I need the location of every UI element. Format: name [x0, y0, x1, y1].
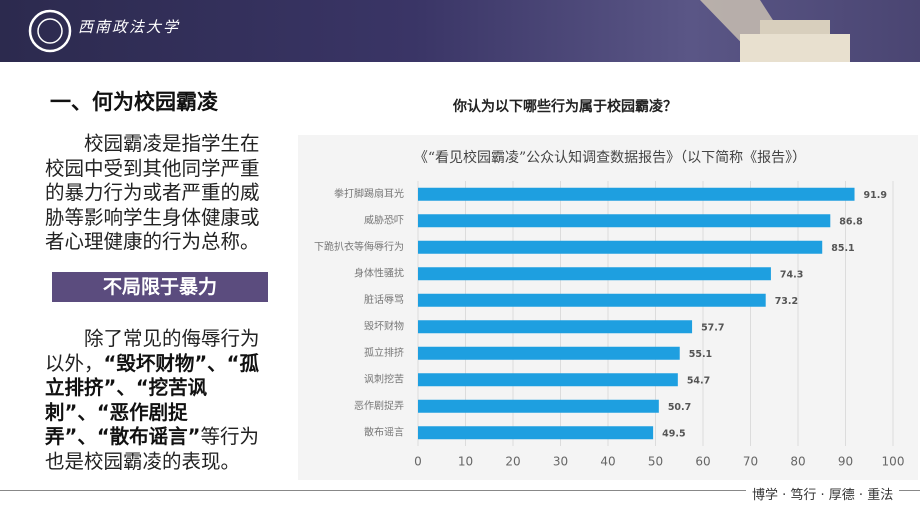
- section-title: 一、何为校园霸凌: [50, 90, 218, 114]
- bar: [418, 373, 678, 387]
- value-label: 49.5: [662, 428, 685, 439]
- bar: [418, 399, 659, 413]
- x-tick-label: 80: [790, 455, 805, 469]
- motto: 博学 · 笃行 · 厚德 · 重法: [746, 484, 900, 503]
- header-band: 西南政法大学: [0, 0, 920, 62]
- x-tick-label: 0: [414, 455, 422, 469]
- y-tick-label: 讽刺挖苦: [364, 372, 404, 385]
- bar: [418, 240, 823, 254]
- text: 除了常见的侮辱行为以外，: [45, 327, 260, 375]
- x-tick-label: 90: [838, 455, 853, 469]
- value-label: 85.1: [831, 243, 854, 254]
- bar: [418, 346, 680, 360]
- value-label: 55.1: [689, 349, 712, 360]
- x-tick-label: 10: [458, 455, 473, 469]
- x-tick-label: 60: [695, 455, 710, 469]
- x-tick-label: 70: [743, 455, 758, 469]
- x-tick-label: 30: [553, 455, 568, 469]
- y-tick-label: 身体性骚扰: [354, 266, 404, 279]
- examples: 除了常见的侮辱行为以外，“毁坏财物”、“孤立排挤”、“挖苦讽刺”、“恶作剧捉弄”…: [45, 327, 271, 474]
- y-tick-label: 拳打脚踢扇耳光: [334, 187, 404, 200]
- bar: [418, 214, 831, 228]
- definition: 校园霸凌是指学生在校园中受到其他同学严重的暴力行为或者严重的威胁等影响学生身体健…: [45, 132, 260, 253]
- y-tick-label: 威胁恐吓: [364, 213, 404, 226]
- value-label: 86.8: [839, 216, 863, 227]
- logo-text: 西南政法大学: [78, 18, 181, 36]
- y-tick-label: 散布谣言: [364, 425, 404, 438]
- x-tick-label: 100: [882, 455, 905, 469]
- x-tick-label: 20: [505, 455, 520, 469]
- bar: [418, 293, 766, 307]
- value-label: 54.7: [687, 375, 710, 386]
- bar: [418, 267, 771, 281]
- value-label: 74.3: [780, 269, 803, 280]
- value-label: 50.7: [668, 402, 691, 413]
- value-label: 73.2: [775, 296, 798, 307]
- y-tick-label: 下跪扒衣等侮辱行为: [314, 240, 404, 253]
- chart-title: 《“看见校园霸凌”公众认知调查数据报告》（以下简称《报告》）: [414, 149, 806, 166]
- header-art: [28, 0, 850, 62]
- y-tick-label: 恶作剧捉弄: [354, 399, 404, 412]
- bar: [418, 320, 693, 334]
- y-tick-label: 孤立排挤: [364, 346, 404, 359]
- question: 你认为以下哪些行为属于校园霸凌？: [453, 99, 677, 115]
- y-tick-label: 毁坏财物: [364, 319, 404, 332]
- text: 等行为也是校园霸凌的表现。: [45, 425, 259, 473]
- value-label: 91.9: [864, 190, 887, 201]
- footer-line: [0, 490, 920, 491]
- bar: [418, 426, 654, 440]
- y-tick-label: 脏话辱骂: [364, 293, 404, 306]
- x-tick-label: 50: [648, 455, 663, 469]
- value-label: 57.7: [701, 322, 724, 333]
- highlight-box: 不局限于暴力: [52, 272, 268, 302]
- bar: [418, 187, 855, 201]
- x-tick-label: 40: [600, 455, 615, 469]
- bold-text: “毁坏财物”、“孤立排挤”、“挖苦讽刺”、“恶作剧捉弄”、“散布谣言”: [45, 351, 259, 449]
